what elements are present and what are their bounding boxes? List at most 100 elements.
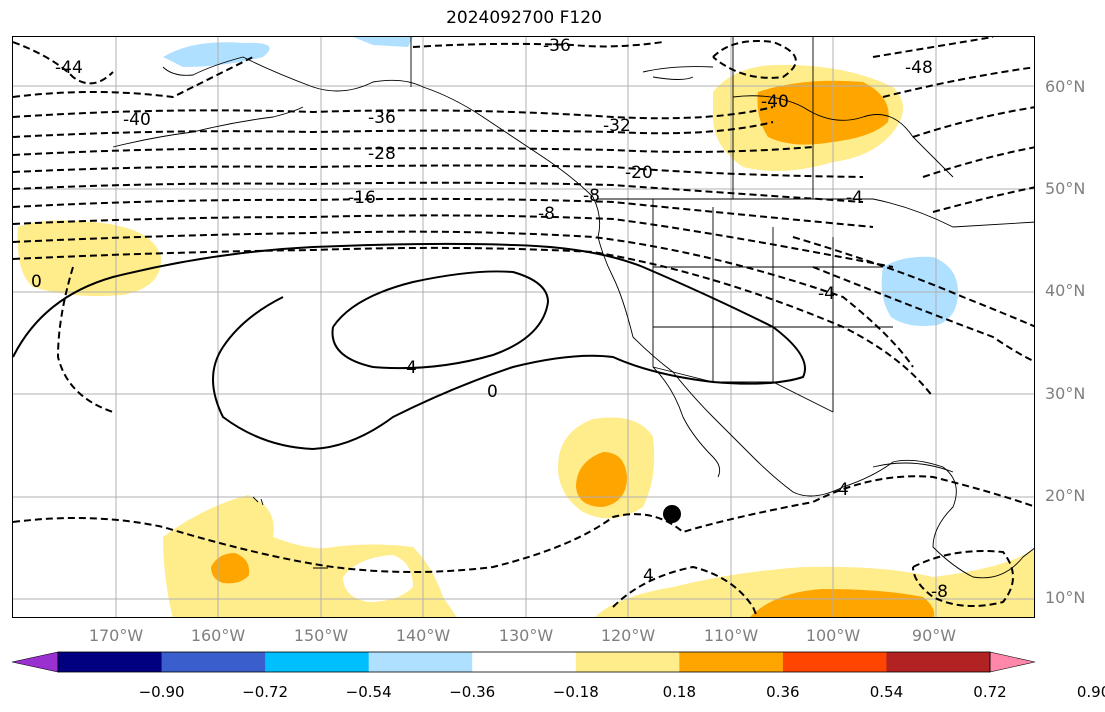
anomaly-yellow-alaska-north [163,42,270,67]
colorbar-tick-label: 0.36 [766,683,800,701]
contour-4-se [612,565,759,617]
contour-west-dashed [56,266,114,413]
lon-label: 120°W [600,626,656,645]
coastlines [112,37,1034,579]
lon-label: 160°W [190,626,246,645]
lon-label: 130°W [498,626,554,645]
contour-right5 [912,106,1034,138]
colorbar-tick-label: 0.90 [1076,683,1105,701]
contour-right2 [812,266,1034,363]
lat-label: 10°N [1045,588,1086,607]
contour-4-south [13,475,1034,573]
contour-label: -8 [538,204,555,224]
contour-row6 [13,197,874,228]
canada-border [598,198,1034,228]
contour-zero-solid [13,242,806,451]
colorbar-tick-label: 0.54 [869,683,904,701]
contour-row7 [13,214,894,268]
anomaly-orange-south-pacific [211,553,250,584]
lon-label: 140°W [395,626,451,645]
contours [13,37,1034,617]
contour-label: -20 [625,163,653,183]
contour-label: -16 [348,188,376,208]
contour-8-se [912,550,1014,607]
colorbar-extend-high [989,651,1036,673]
contour-label: -48 [905,58,933,78]
colorbar-tick-label: −0.54 [345,683,392,701]
hudson-coast [732,95,954,178]
baja-coast [652,366,721,478]
shaded-regions [17,37,1034,617]
contour-right4 [882,66,1034,98]
contour-36-top [412,41,664,48]
alaska-peninsula [112,106,304,148]
colorbar-segment [679,652,784,672]
colorbar-extend-low [11,651,59,673]
anomaly-blue-great-lakes [881,256,958,326]
lon-label: 170°W [88,626,144,645]
contour-label: 4 [406,358,417,378]
contour-label-group: -44 -40 -36 -36 -32 -28 -20 -16 -8 -8 0 … [31,37,948,602]
anomaly-orange-south-east [750,589,935,617]
contour-row4 [13,164,864,178]
colorbar-border [57,651,991,673]
contour-row1 [13,106,774,120]
anomaly-blue-arctic [353,37,413,47]
map-title: 2024092700 F120 [446,8,602,28]
contour-row5 [13,181,864,203]
contour-48-loop [712,40,797,79]
colorbar-tick-label: 0.72 [973,683,1007,701]
colorbar-segment [161,652,266,672]
lon-label: 90°W [911,626,957,645]
contour-label: -4 [818,284,835,304]
colorbar-segment [368,652,473,672]
anomaly-orange-canada [757,80,889,145]
contour-row2 [13,121,774,138]
colorbar-tick-label: −0.90 [138,683,185,701]
canada-internal [732,37,814,199]
contour-row8 [13,230,914,368]
colorbar-tick-label: −0.18 [552,683,599,701]
colorbar-segment [782,652,887,672]
contour-label: -8 [931,582,948,602]
contour-right6 [922,146,1034,178]
colorbar-segment [58,652,163,672]
contour-label: -44 [55,58,83,78]
contour-label: -40 [761,92,789,112]
colorbar-segment [575,652,680,672]
graticule [13,37,1034,617]
lat-label: 40°N [1045,281,1086,300]
colorbar-segment [472,652,577,672]
contour-44 [13,41,114,85]
contour-right1 [792,236,1034,328]
lat-label: 60°N [1045,77,1086,96]
contour-label: -36 [368,108,396,128]
colorbar [11,651,1036,673]
lat-label: 50°N [1045,179,1086,198]
arctic-islands [642,66,714,80]
contour-label: -40 [123,110,151,130]
lon-label: 100°W [805,626,861,645]
contour-label: 4 [838,480,849,500]
contour-label: -28 [368,144,396,164]
contour-label: -8 [583,186,600,206]
lon-label: 150°W [293,626,349,645]
lon-label: 110°W [703,626,759,645]
map-canvas: -44 -40 -36 -36 -32 -28 -20 -16 -8 -8 0 … [13,37,1034,617]
colorbar-segment [265,652,370,672]
storm-marker [663,505,681,523]
contour-label: -32 [603,116,631,136]
contour-label: 0 [31,272,42,292]
contour-label: -36 [543,37,571,56]
us-states [652,199,893,412]
colorbar-tick-label: −0.72 [242,683,289,701]
cuba-coast [872,462,954,473]
colorbar-segments [11,651,1036,673]
lat-label: 30°N [1045,384,1086,403]
contour-right3 [872,37,994,58]
contour-label: 0 [487,382,498,402]
anomaly-orange-baja [576,452,627,507]
anomaly-white-hole [343,555,413,602]
contour-row9 [13,246,934,398]
colorbar-tick-label: 0.18 [662,683,697,701]
